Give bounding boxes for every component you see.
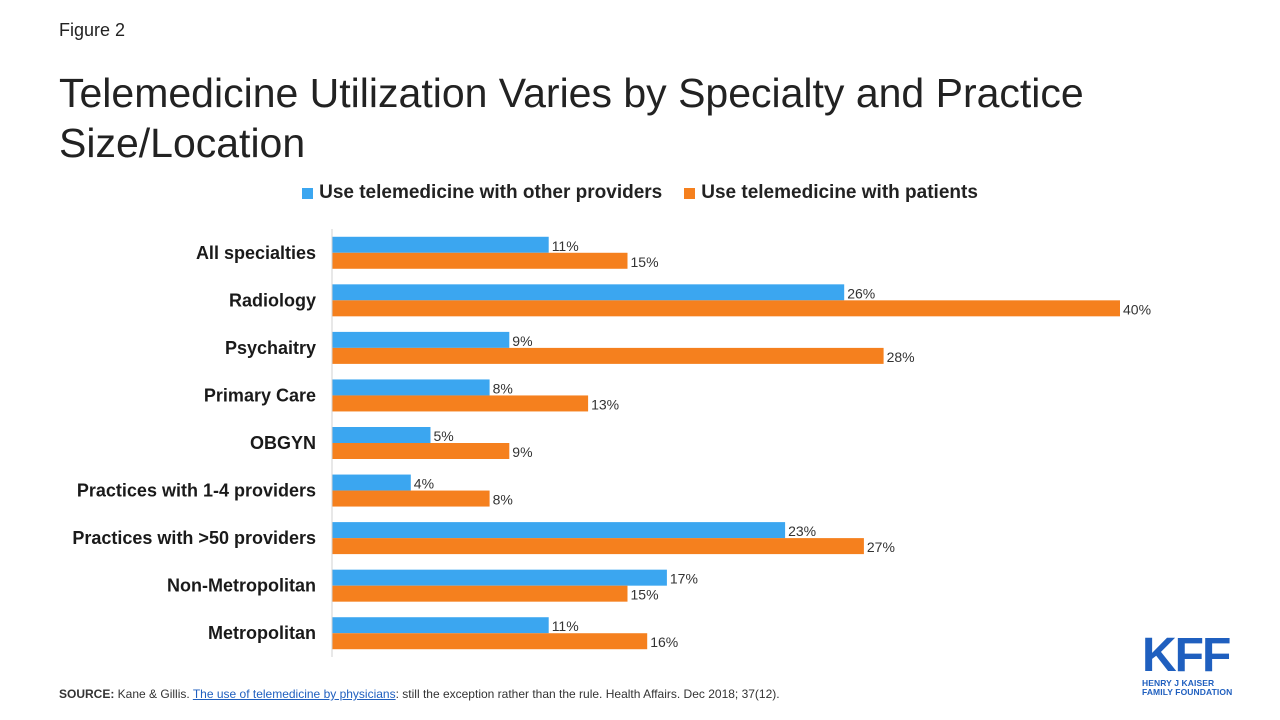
bar-patients [332, 443, 510, 459]
category-label: Non-Metropolitan [167, 576, 316, 596]
bar-patients [332, 252, 628, 269]
bar-other-providers [332, 522, 786, 539]
data-label-other-providers: 26% [847, 285, 875, 301]
data-label-other-providers: 11% [552, 618, 579, 634]
source-citation: : still the exception rather than the ru… [395, 687, 780, 701]
data-label-other-providers: 5% [434, 428, 454, 444]
chart-legend: Use telemedicine with other providers Us… [0, 182, 1280, 204]
category-label: Primary Care [204, 385, 316, 405]
data-label-patients: 9% [512, 444, 532, 460]
source-prefix: SOURCE: [59, 687, 118, 701]
bar-other-providers [332, 569, 667, 586]
category-label: Radiology [229, 290, 316, 310]
category-label: Practices with 1-4 providers [77, 481, 316, 501]
bar-patients [332, 395, 589, 412]
bar-other-providers [332, 474, 411, 491]
bar-other-providers [332, 236, 549, 253]
figure-label: Figure 2 [59, 20, 126, 40]
legend-item-other-providers: Use telemedicine with other providers [302, 182, 662, 204]
bar-patients [332, 585, 628, 602]
source-authors: Kane & Gillis. [117, 687, 193, 701]
bar-other-providers [332, 331, 510, 348]
category-label: All specialties [196, 243, 316, 263]
data-label-other-providers: 4% [414, 476, 434, 492]
data-label-patients: 40% [1123, 301, 1151, 317]
data-label-other-providers: 9% [512, 333, 532, 349]
chart-title: Telemedicine Utilization Varies by Speci… [59, 70, 1084, 166]
source-note: SOURCE: Kane & Gillis. The use of teleme… [59, 687, 780, 701]
bar-patients [332, 633, 648, 650]
logo-mark: KFF [1142, 629, 1231, 682]
logo-line-2: FAMILY FOUNDATION [1142, 687, 1233, 697]
category-label: OBGYN [250, 433, 316, 453]
data-label-patients: 13% [591, 396, 619, 412]
legend-label-patients: Use telemedicine with patients [701, 182, 978, 203]
data-label-patients: 15% [631, 254, 659, 270]
bar-other-providers [332, 617, 549, 634]
source-article-link[interactable]: The use of telemedicine by physicians [192, 687, 396, 701]
data-label-other-providers: 8% [493, 380, 513, 396]
bar-patients [332, 300, 1120, 317]
kff-logo: KFF HENRY J KAISER FAMILY FOUNDATION [1142, 629, 1238, 697]
data-label-patients: 8% [493, 492, 513, 508]
bar-patients [332, 538, 864, 555]
bar-patients [332, 490, 490, 507]
legend-swatch-other-providers [302, 187, 314, 199]
category-label: Practices with >50 providers [72, 528, 316, 548]
data-label-other-providers: 23% [788, 523, 816, 539]
data-label-other-providers: 11% [552, 238, 579, 254]
logo-line-1: HENRY J KAISER [1142, 678, 1215, 688]
bar-other-providers [332, 284, 845, 301]
data-label-patients: 27% [867, 539, 895, 555]
legend-swatch-patients [684, 187, 696, 199]
data-label-other-providers: 17% [670, 571, 698, 587]
bar-patients [332, 347, 884, 364]
legend-item-patients: Use telemedicine with patients [684, 182, 978, 204]
data-label-patients: 28% [887, 349, 915, 365]
bar-other-providers [332, 427, 431, 443]
category-label: Metropolitan [208, 623, 316, 643]
category-label: Psychaitry [225, 338, 316, 358]
bar-other-providers [332, 379, 490, 396]
legend-label-other-providers: Use telemedicine with other providers [319, 182, 663, 203]
data-label-patients: 16% [650, 634, 678, 650]
data-label-patients: 15% [631, 587, 659, 603]
